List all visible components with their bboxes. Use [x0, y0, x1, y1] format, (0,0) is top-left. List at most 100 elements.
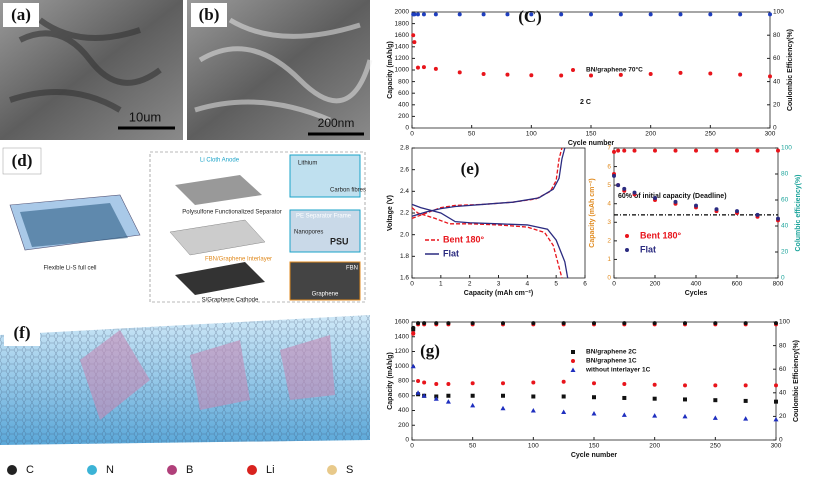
atom-label: Li: [266, 464, 275, 476]
point: [416, 379, 421, 383]
point: [422, 321, 427, 326]
y-axis-title: Voltage (V): [387, 195, 394, 231]
point: [559, 73, 564, 78]
y-tick-label: 400: [398, 102, 409, 109]
y-tick-label: 3: [607, 219, 611, 226]
y2-axis-title: Coulombic Efficiency(%): [787, 29, 794, 111]
point: [683, 321, 687, 326]
x-tick-label: 0: [612, 281, 616, 288]
legend-swatch: [625, 248, 629, 252]
point: [446, 321, 451, 326]
point: [592, 321, 596, 326]
anode: [175, 175, 262, 205]
y-tick-label: 600: [398, 392, 409, 399]
x-tick-label: 5: [554, 281, 558, 288]
x-tick-label: 300: [765, 131, 776, 138]
panel-label: (f): [14, 323, 31, 342]
y2-tick-label: 100: [773, 9, 784, 16]
y2-tick-label: 40: [779, 390, 787, 397]
y2-tick-label: 60: [781, 197, 789, 204]
y2-tick-label: 60: [773, 55, 781, 62]
point: [743, 383, 748, 388]
point: [412, 12, 417, 17]
point: [712, 415, 718, 420]
x-tick-label: 600: [732, 281, 743, 288]
point: [457, 70, 462, 75]
inset: [289, 154, 361, 198]
point: [743, 416, 749, 421]
point: [501, 321, 505, 326]
atom-label: S: [346, 464, 353, 476]
point: [421, 65, 426, 70]
point: [713, 398, 718, 403]
point: [529, 73, 534, 78]
text: Graphene: [312, 292, 339, 298]
annotation: 60% of initial capacity (Deadline): [618, 193, 727, 200]
panel-label: (e): [461, 159, 480, 178]
point: [652, 396, 657, 401]
atom-swatch: [7, 465, 17, 475]
atom-swatch: [247, 465, 257, 475]
panel-label: (b): [199, 5, 220, 24]
point: [768, 74, 772, 79]
point: [682, 413, 688, 419]
x-tick-label: 4: [526, 281, 530, 288]
panel-b: (b) 200nm: [187, 0, 373, 140]
point: [505, 72, 510, 77]
x-tick-label: 250: [710, 443, 721, 450]
point: [592, 381, 596, 386]
point: [673, 148, 678, 153]
y-tick-label: 1400: [395, 44, 410, 51]
legend-swatch: [570, 367, 576, 372]
x-tick-label: 150: [586, 131, 597, 138]
y-tick-label: 1400: [395, 333, 410, 340]
point: [622, 395, 627, 400]
label-box: [191, 3, 227, 27]
panel-label: (g): [420, 341, 440, 360]
point: [411, 325, 416, 330]
panel-label: (d): [12, 151, 33, 170]
point: [713, 321, 718, 326]
point: [714, 148, 719, 153]
y2-tick-label: 40: [773, 78, 781, 85]
y-tick-label: 0: [607, 275, 611, 282]
point: [411, 331, 416, 336]
x-tick-label: 6: [583, 281, 587, 288]
point: [768, 12, 772, 17]
point: [743, 321, 748, 326]
point: [433, 12, 438, 17]
point: [446, 393, 451, 398]
legend-label: Flat: [443, 248, 459, 258]
y-tick-label: 200: [398, 422, 409, 429]
legend-label: Flat: [640, 244, 656, 254]
legend-label: BN/graphene 1C: [586, 358, 637, 365]
y-tick-label: 800: [398, 378, 409, 385]
point: [622, 321, 627, 326]
x-tick-label: 0: [410, 131, 414, 138]
point: [622, 381, 627, 386]
text: Li Cloth Anode: [200, 158, 240, 164]
series-line: [411, 147, 563, 279]
point: [612, 149, 616, 154]
point: [652, 321, 657, 326]
graphene-lattice: [0, 315, 370, 445]
point: [421, 393, 427, 398]
y-axis-title: Capacity (mAh/g): [387, 41, 394, 99]
bn-cluster: [80, 330, 335, 420]
y-tick-label: 2.6: [400, 166, 409, 173]
point: [505, 12, 510, 17]
x-axis-title: Cycles: [685, 290, 708, 297]
point: [652, 382, 657, 387]
point: [530, 408, 536, 413]
text: Nanopores: [294, 230, 323, 236]
x-tick-label: 3: [497, 281, 501, 288]
point: [735, 148, 739, 153]
point: [755, 212, 760, 217]
atom-swatch: [87, 465, 97, 475]
point: [412, 40, 417, 45]
x-axis-title: Cycle number: [568, 140, 615, 147]
y-tick-label: 1000: [395, 363, 410, 370]
legend-label: Bent 180°: [443, 234, 485, 244]
point: [683, 397, 687, 402]
